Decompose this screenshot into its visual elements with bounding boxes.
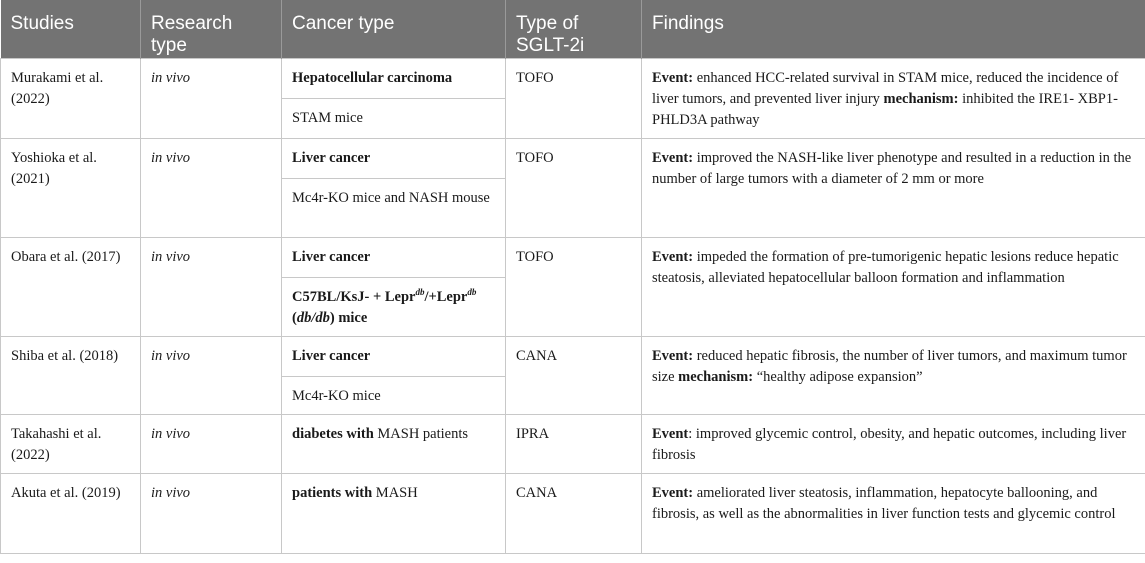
research-type-cell: in vivo [140,236,282,337]
event-text: ameliorated liver steatosis, inflammatio… [652,484,1116,522]
sglt2i-cell: TOFO [505,236,642,337]
cancer-sub: STAM mice [282,97,505,138]
research-type-cell: in vivo [140,472,282,554]
cancer-main: Liver cancer [292,149,371,166]
cancer-rest: MASH [372,484,418,501]
sglt2i-cell: CANA [505,472,642,554]
cancer-rest: MASH patients [373,425,469,442]
event-text: reduced hepatic fibrosis, the number of … [652,347,1127,385]
cancer-main: Hepatocellular carcinoma [292,69,453,86]
cancer-sub: Mc4r-KO mice [282,375,505,414]
event-label: Event: [652,484,694,501]
strain-text: /+Lepr [424,288,468,305]
table-row: Akuta et al. (2019) in vivo patients wit… [0,472,1145,554]
header-sglt2i-type: Type of SGLT-2i [505,0,642,58]
strain-italic: db/db [296,309,330,326]
mechanism-text: “healthy adipose expansion” [753,368,923,385]
cancer-type-cell: Liver cancer Mc4r-KO mice and NASH mouse [281,137,506,238]
cancer-type-cell: Hepatocellular carcinoma STAM mice [281,57,506,139]
header-studies: Studies [0,0,141,58]
cancer-bold: diabetes with [292,425,374,442]
cancer-main: Liver cancer [292,248,371,265]
header-row: Studies Research type Cancer type Type o… [0,0,1145,58]
table-row: Obara et al. (2017) in vivo Liver cancer… [0,236,1145,337]
event-text: improved the NASH-like liver phenotype a… [652,149,1132,187]
event-label: Event: [652,69,694,86]
study-cell: Obara et al. (2017) [0,236,141,337]
table-row: Shiba et al. (2018) in vivo Liver cancer… [0,335,1145,415]
table-row: Murakami et al. (2022) in vivo Hepatocel… [0,57,1145,139]
study-cell: Shiba et al. (2018) [0,335,141,415]
findings-cell: Event: improved the NASH-like liver phen… [641,137,1145,238]
cancer-main: Liver cancer [292,347,371,364]
header-cancer-type: Cancer type [281,0,506,58]
findings-cell: Event: impeded the formation of pre-tumo… [641,236,1145,337]
cancer-type-cell: Liver cancer C57BL/KsJ- + Leprdb/+Leprdb… [281,236,506,337]
strain-text: ) mice [329,309,368,326]
research-type-cell: in vivo [140,335,282,415]
findings-cell: Event: reduced hepatic fibrosis, the num… [641,335,1145,415]
event-label: Event: [652,347,694,364]
cancer-type-cell: Liver cancer Mc4r-KO mice [281,335,506,415]
findings-cell: Event: ameliorated liver steatosis, infl… [641,472,1145,554]
cancer-sub: Mc4r-KO mice and NASH mouse [282,177,505,237]
table-row: Yoshioka et al. (2021) in vivo Liver can… [0,137,1145,238]
superscript-db: db [467,286,477,297]
event-text: : improved glycemic control, obesity, an… [652,425,1127,463]
sglt2i-cell: TOFO [505,137,642,238]
event-label: Event: [652,248,694,265]
cancer-type-cell: patients with MASH [281,472,506,554]
strain-text: C57BL/KsJ- + Lepr [292,288,416,305]
mechanism-text: inhibited the IRE1- XBP1-PHLD3A pathway [652,90,1118,128]
event-label: Event: [652,149,694,166]
header-findings: Findings [641,0,1145,58]
study-cell: Murakami et al. (2022) [0,57,141,139]
research-type-cell: in vivo [140,57,282,139]
superscript-db: db [415,286,425,297]
event-text: impeded the formation of pre-tumorigenic… [652,248,1119,286]
research-type-cell: in vivo [140,413,282,474]
mechanism-label: mechanism: [678,368,754,385]
research-type-cell: in vivo [140,137,282,238]
event-label: Event [652,425,689,442]
header-research-type: Research type [140,0,282,58]
study-cell: Akuta et al. (2019) [0,472,141,554]
sglt2i-cell: TOFO [505,57,642,139]
findings-cell: Event: improved glycemic control, obesit… [641,413,1145,474]
study-cell: Takahashi et al. (2022) [0,413,141,474]
mechanism-label: mechanism: [883,90,959,107]
cancer-sub: C57BL/KsJ- + Leprdb/+Leprdb (db/db) mice [282,276,505,336]
study-cell: Yoshioka et al. (2021) [0,137,141,238]
strain-text: ( [292,309,297,326]
table-row: Takahashi et al. (2022) in vivo diabetes… [0,413,1145,474]
sglt2i-cell: IPRA [505,413,642,474]
findings-cell: Event: enhanced HCC-related survival in … [641,57,1145,139]
cancer-type-cell: diabetes with MASH patients [281,413,506,474]
event-text: enhanced HCC-related survival in STAM mi… [652,69,1119,107]
sglt2i-cell: CANA [505,335,642,415]
cancer-bold: patients with [292,484,373,501]
